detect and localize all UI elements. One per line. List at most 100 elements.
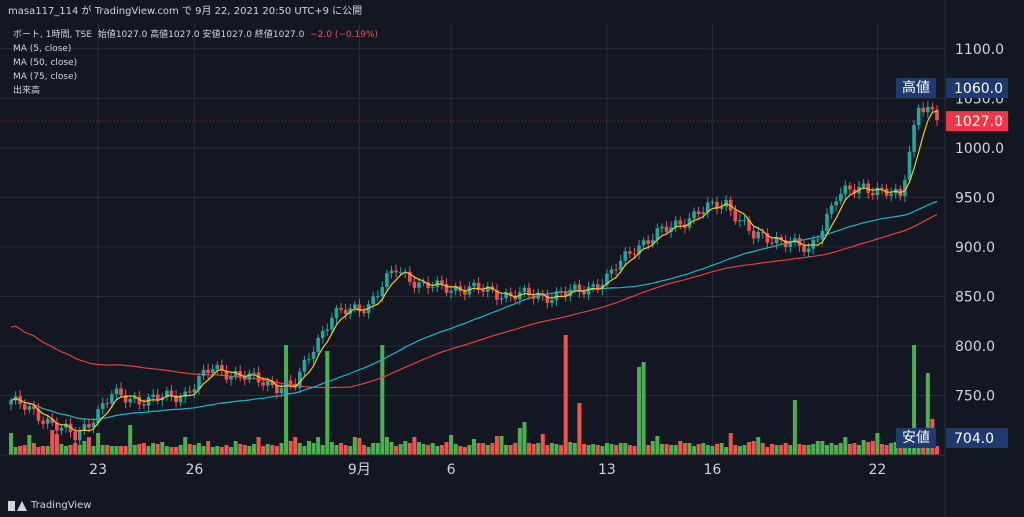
candle-body (522, 287, 527, 293)
candle-body (545, 295, 550, 303)
volume-bar (114, 446, 119, 455)
volume-bar (100, 445, 105, 455)
footer-brand[interactable]: TradingView (8, 500, 91, 511)
volume-bar (742, 445, 747, 455)
candle-body (829, 205, 834, 214)
volume-bar (361, 445, 366, 455)
volume-bar (733, 445, 738, 455)
candle-body (738, 220, 742, 222)
time-axis[interactable]: 23 26 9月 6 13 16 22 (0, 454, 945, 478)
candle-body (59, 427, 64, 431)
volume-bar (508, 445, 513, 455)
candle-body (334, 307, 339, 318)
ma5-line (10, 110, 938, 432)
candle-body (169, 390, 174, 396)
candle-body (481, 289, 485, 292)
candle-body (889, 193, 893, 196)
volume-bar (215, 446, 220, 455)
volume-bar (196, 443, 201, 455)
candle-body (215, 364, 220, 370)
candle-body (485, 286, 490, 292)
legend-ma5[interactable]: MA (5, close) (13, 44, 72, 54)
candle-body (595, 284, 600, 290)
candle-body (380, 287, 385, 297)
candle-body (45, 418, 50, 424)
volume-bar (449, 435, 454, 455)
volume-bar (921, 444, 926, 455)
candle-body (774, 237, 779, 244)
price-tick-label: 1100.0 (955, 42, 1004, 58)
volume-bar (623, 443, 628, 455)
candle-body (155, 394, 160, 401)
candle-body (105, 403, 110, 405)
candle-body (165, 390, 169, 398)
volume-bar (834, 445, 839, 455)
legend-ma50[interactable]: MA (50, close) (13, 58, 78, 68)
volume-bar (747, 442, 752, 455)
candle-body (64, 423, 68, 428)
volume-bar (609, 444, 614, 455)
time-tick-label: 23 (89, 462, 107, 478)
volume-bar (687, 443, 692, 455)
volume-bar (559, 445, 564, 455)
legend-volume[interactable]: 出来高 (13, 86, 41, 96)
volume-bar (31, 443, 36, 455)
volume-bar (692, 446, 697, 455)
volume-bar (554, 444, 559, 455)
candle-body (261, 382, 265, 386)
volume-bar (527, 443, 532, 455)
volume-bar (174, 447, 179, 455)
volume-bar (311, 443, 316, 455)
volume-bar (843, 437, 848, 455)
candle-body (678, 220, 683, 225)
candle-body (50, 418, 55, 423)
price-tick-label: 750.0 (955, 389, 995, 405)
volume-bar (577, 403, 582, 455)
volume-bar (274, 446, 279, 455)
volume-bar (183, 437, 188, 455)
volume-bar (797, 444, 802, 455)
volume-bar (935, 446, 939, 455)
volume-bar (682, 443, 687, 455)
volume-bar (398, 444, 403, 455)
volume-bar (875, 433, 880, 455)
volume-bar (788, 445, 793, 455)
candle-body (385, 273, 389, 288)
volume-bar (650, 441, 655, 455)
volume-bar (430, 443, 435, 455)
tradingview-logo-icon (8, 500, 27, 511)
volume-bar (472, 439, 476, 455)
volume-bar (54, 434, 59, 455)
candle-body (252, 372, 256, 374)
volume-bar (705, 445, 710, 455)
candle-body (371, 296, 375, 305)
volume-bar (141, 443, 146, 455)
candle-body (641, 240, 646, 246)
volume-bar (306, 441, 311, 455)
candle-body (866, 183, 871, 194)
candle-body (793, 238, 797, 243)
volume-bar (229, 447, 234, 455)
candle-body (811, 239, 816, 249)
candle-body (554, 291, 559, 301)
volume-bar (164, 446, 169, 455)
candle-body (362, 311, 366, 314)
candle-body (632, 253, 637, 255)
volume-bar (659, 444, 664, 455)
candle-body (41, 420, 45, 424)
candle-body (55, 422, 59, 431)
candle-body (87, 424, 91, 428)
volume-bar (751, 441, 756, 455)
candle-body (187, 391, 192, 393)
volume-bar (366, 447, 371, 455)
candle-body (27, 406, 32, 410)
high-value-badge-text: 1060.0 (954, 81, 1003, 97)
legend-symbol[interactable]: ボート, 1時間, TSE (13, 30, 93, 40)
candle-body (696, 211, 701, 215)
candle-body (825, 213, 829, 231)
legend-ma75[interactable]: MA (75, close) (13, 72, 78, 82)
candle-body (210, 369, 215, 374)
volume-bar (582, 444, 587, 455)
volume-bar (760, 443, 765, 455)
